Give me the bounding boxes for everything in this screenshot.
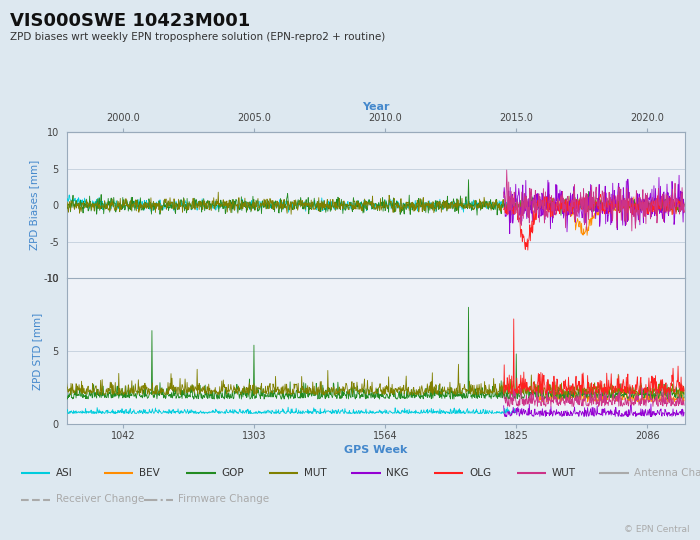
Text: Receiver Change: Receiver Change — [56, 495, 144, 504]
X-axis label: Year: Year — [362, 103, 389, 112]
Text: ASI: ASI — [56, 468, 73, 477]
X-axis label: GPS Week: GPS Week — [344, 445, 407, 455]
Text: © EPN Central: © EPN Central — [624, 524, 690, 534]
Y-axis label: ZPD Biases [mm]: ZPD Biases [mm] — [29, 160, 39, 251]
Text: Firmware Change: Firmware Change — [178, 495, 270, 504]
Text: NKG: NKG — [386, 468, 409, 477]
Text: VIS000SWE 10423M001: VIS000SWE 10423M001 — [10, 12, 251, 30]
Text: MUT: MUT — [304, 468, 326, 477]
Text: ZPD biases wrt weekly EPN troposphere solution (EPN-repro2 + routine): ZPD biases wrt weekly EPN troposphere so… — [10, 32, 386, 43]
Text: BEV: BEV — [139, 468, 160, 477]
Y-axis label: ZPD STD [mm]: ZPD STD [mm] — [32, 312, 43, 390]
Text: Antenna Change: Antenna Change — [634, 468, 700, 477]
Text: GOP: GOP — [221, 468, 244, 477]
Text: WUT: WUT — [552, 468, 575, 477]
Text: OLG: OLG — [469, 468, 491, 477]
